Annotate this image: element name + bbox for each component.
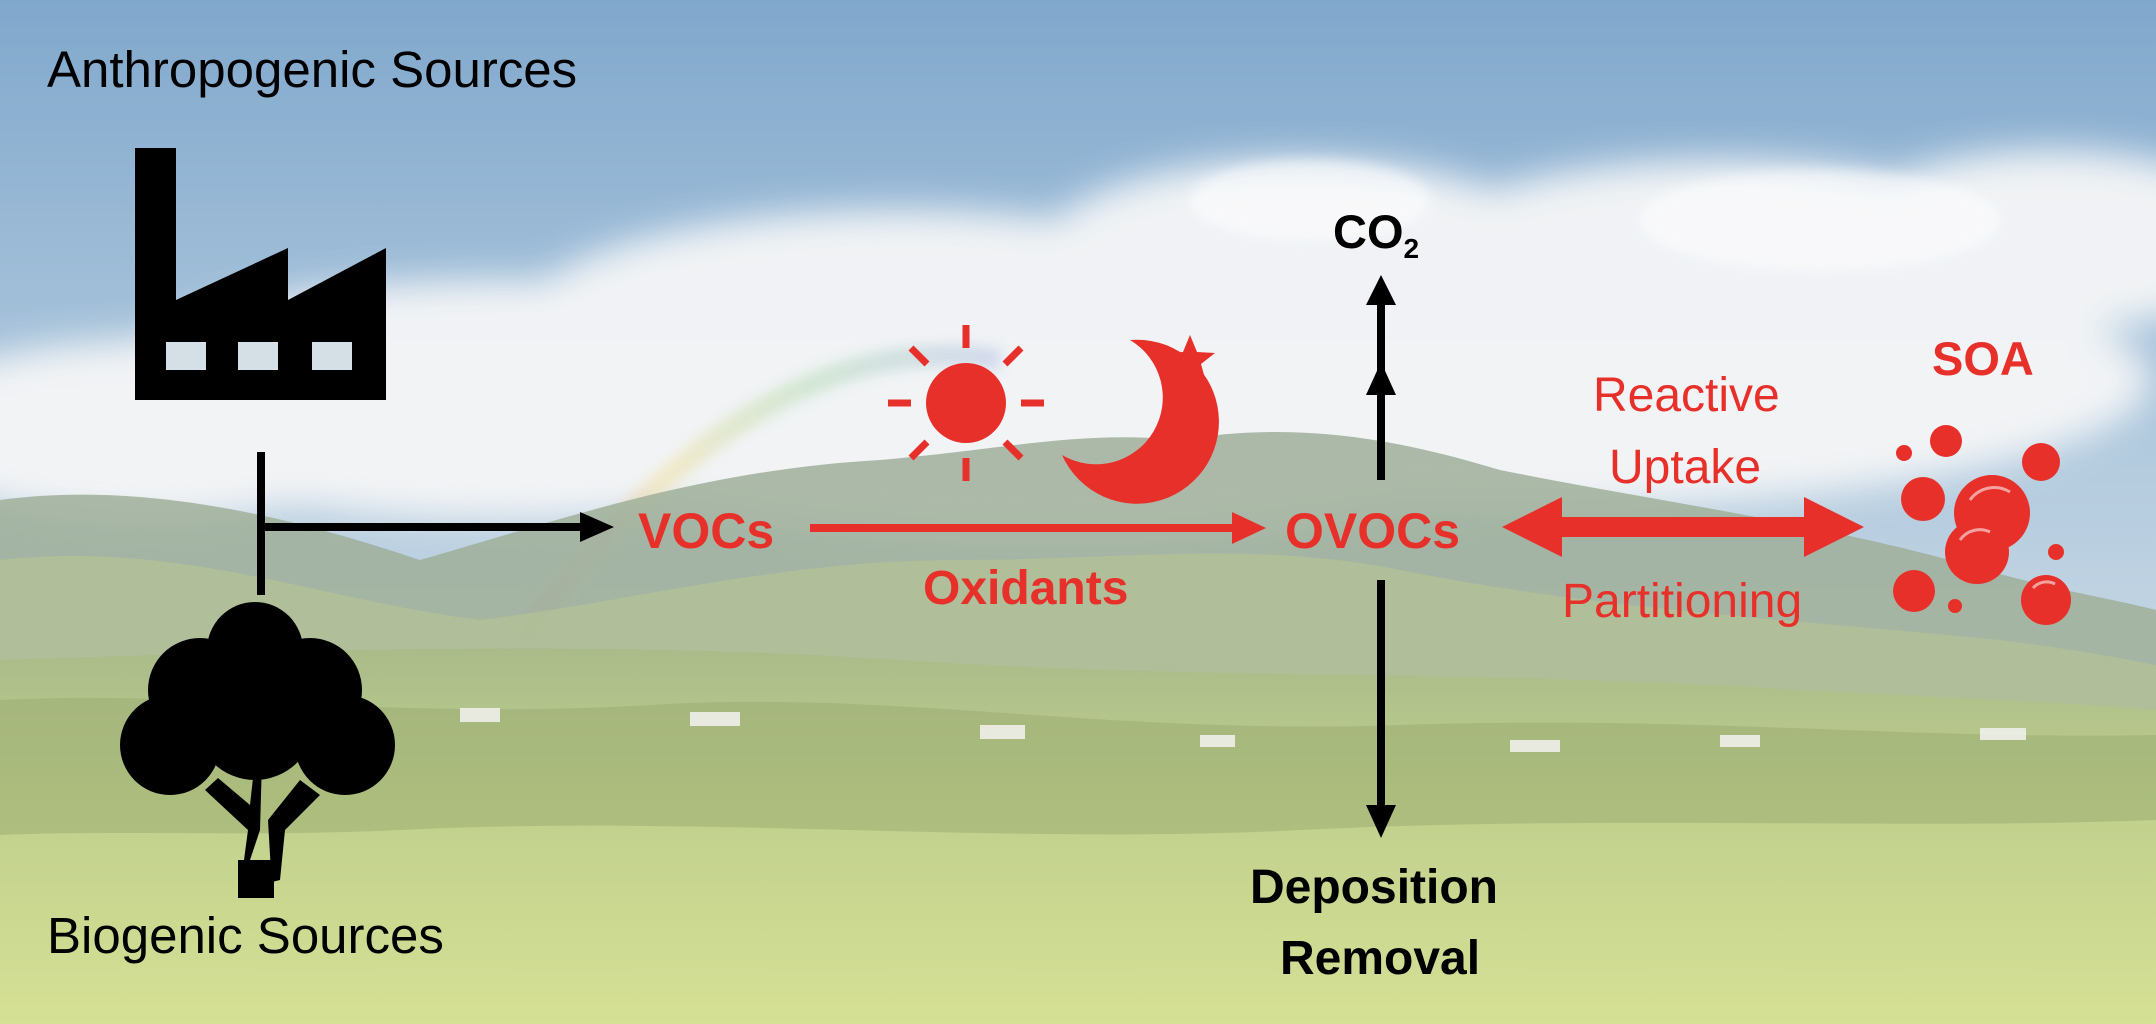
sources-connector-arrow: [257, 452, 588, 595]
partitioning-double-arrow: [1502, 497, 1864, 557]
co2-arrow: [1366, 275, 1396, 480]
soa-label: SOA: [1932, 332, 2034, 385]
vocs-label: VOCs: [638, 503, 775, 559]
particle-highlights: [1958, 486, 2056, 590]
biogenic-sources-label: Biogenic Sources: [47, 907, 444, 964]
star-icon: [1165, 335, 1215, 427]
voc-oxidation-arrow: [810, 512, 1266, 544]
partitioning-label: Partitioning: [1562, 575, 1803, 628]
oxidants-label: Oxidants: [923, 562, 1129, 615]
deposition-label: Deposition: [1250, 861, 1498, 914]
ovocs-label: OVOCs: [1285, 503, 1461, 559]
reactive-label: Reactive: [1593, 369, 1780, 422]
co2-main-text: CO: [1333, 205, 1404, 258]
co2-subscript: 2: [1403, 233, 1420, 264]
factory-icon: [135, 148, 386, 400]
tree-icon: [120, 602, 395, 898]
uptake-label: Uptake: [1609, 441, 1762, 494]
anthropogenic-sources-label: Anthropogenic Sources: [47, 41, 578, 98]
co2-label: CO2: [1333, 205, 1419, 263]
sources-arrowhead: [580, 512, 614, 542]
particles-icon: [1893, 425, 2071, 625]
sun-icon: [888, 325, 1044, 481]
moon-icon: [1062, 339, 1219, 504]
removal-label: Removal: [1280, 932, 1481, 985]
deposition-arrow: [1366, 580, 1396, 838]
